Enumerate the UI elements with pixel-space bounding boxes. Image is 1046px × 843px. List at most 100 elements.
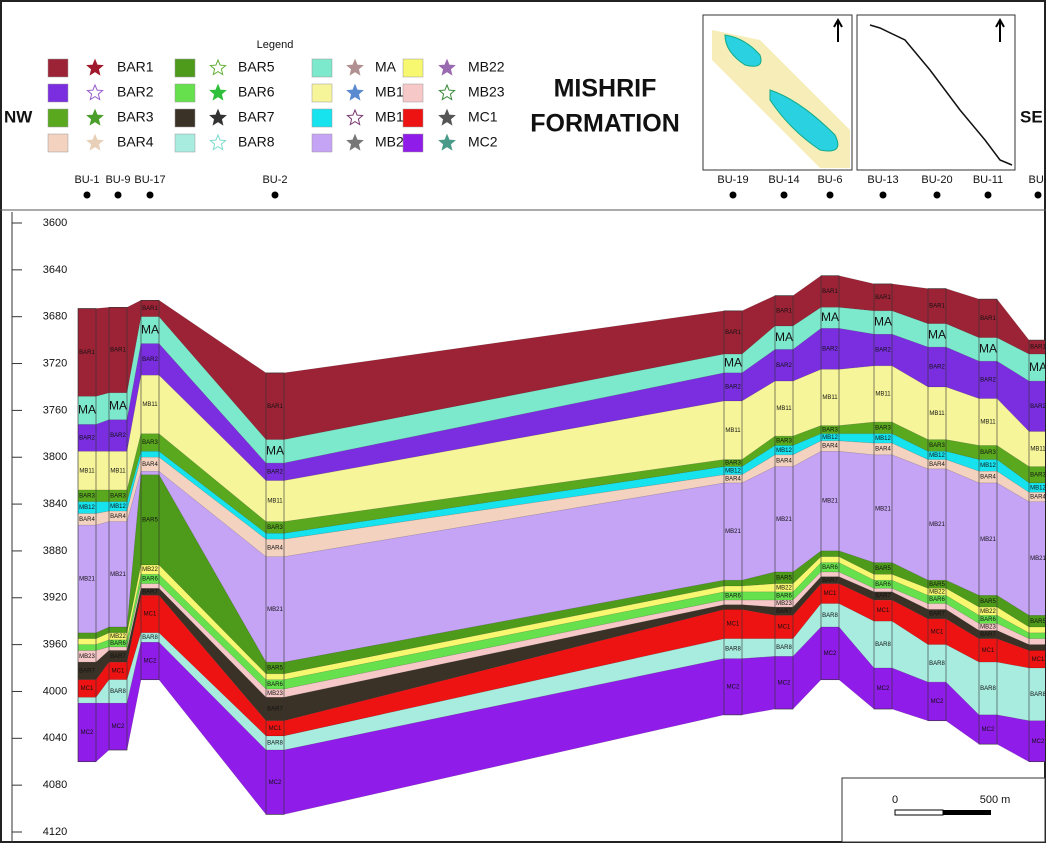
- well-label: BU-9: [105, 174, 130, 186]
- layer-label: BAR8: [1030, 692, 1046, 698]
- layer-label: BAR6: [929, 597, 945, 603]
- layer-label: MB21: [776, 517, 792, 523]
- well-column: [873, 283, 893, 710]
- layer-label: MB11: [929, 411, 945, 417]
- layer-label: MB23: [79, 654, 95, 660]
- axis-tick-label: 3880: [43, 545, 67, 557]
- layer-label: BAR6: [267, 682, 283, 688]
- layer-label: MB23: [776, 601, 792, 607]
- layer-label: MC2: [269, 780, 282, 786]
- layer-label: MC2: [778, 680, 791, 686]
- well-marker: [114, 191, 122, 199]
- layer-label: BAR7: [267, 707, 283, 713]
- well-label: BU-11: [973, 174, 1003, 186]
- legend-swatch: [47, 133, 69, 153]
- layer-label: MB11: [267, 499, 283, 505]
- layer-label: BAR6: [822, 565, 838, 571]
- layer-label: MB12: [776, 448, 792, 454]
- section: BAR1 MA BAR2 MB11 BAR3 MB12 BAR4 MB21 MB23 BAR7 MC…: [77, 275, 1046, 815]
- layer-label: BAR3: [776, 438, 792, 444]
- legend-swatch: [311, 83, 333, 103]
- scale-bar: [943, 810, 991, 815]
- legend-symbol: [86, 58, 104, 76]
- layer-label: MB12: [1030, 485, 1046, 491]
- layer-label: MB23: [980, 625, 996, 631]
- layer-label: BAR5: [267, 666, 283, 672]
- layer-label: MB21: [267, 607, 283, 613]
- layer-label: BAR3: [822, 427, 838, 433]
- legend-symbol: [86, 83, 104, 101]
- layer-label: MB12: [725, 468, 741, 474]
- layer-label: BAR5: [776, 575, 792, 581]
- layer-label: MB21: [1030, 556, 1046, 562]
- axis-tick-label: 4120: [43, 826, 67, 838]
- layer-label: MB12: [875, 436, 891, 442]
- layer-label: BAR1: [79, 350, 95, 356]
- axis-tick-label: 3920: [43, 592, 67, 604]
- layer-label: MC1: [112, 669, 125, 675]
- layer-label: MB21: [79, 577, 95, 583]
- layer-label: BAR6: [875, 582, 891, 588]
- layer-label: MC2: [1032, 739, 1045, 745]
- layer-label: MB12: [980, 463, 996, 469]
- well-column: [820, 275, 840, 681]
- legend-label: MB12: [375, 109, 412, 125]
- layer-label: MB12: [79, 505, 95, 511]
- layer-label: MC2: [982, 727, 995, 733]
- layer-label: BAR8: [776, 645, 792, 651]
- well-marker: [729, 191, 737, 199]
- layer-label: BAR6: [980, 617, 996, 623]
- layer-label: BAR4: [822, 444, 838, 450]
- layer-label: MA: [724, 356, 742, 370]
- axis-tick-label: 4040: [43, 732, 67, 744]
- layer-label: MC1: [1032, 657, 1045, 663]
- axis-tick-label: 4080: [43, 779, 67, 791]
- layer-label: MB21: [875, 506, 891, 512]
- layer-label: MC2: [144, 659, 157, 665]
- layer-label: MA: [874, 315, 892, 329]
- layer-label: MC1: [727, 622, 740, 628]
- layer-label: BAR8: [725, 646, 741, 652]
- layer-label: MB22: [142, 567, 158, 573]
- layer-label: MB22: [980, 609, 996, 615]
- well-marker: [780, 191, 788, 199]
- legend-swatch: [311, 133, 333, 153]
- layer-label: MB12: [929, 453, 945, 459]
- well-marker: [933, 191, 941, 199]
- layer-label: MC1: [982, 648, 995, 654]
- well-column: [140, 299, 160, 681]
- layer-label: BAR4: [776, 458, 792, 464]
- layer-label: BAR3: [929, 443, 945, 449]
- layer-label: BAR3: [110, 493, 126, 499]
- legend-symbol: [209, 58, 227, 76]
- layer-label: BAR4: [875, 447, 891, 453]
- legend-swatch: [47, 83, 69, 103]
- legend-symbol: [438, 83, 456, 101]
- axis-tick-label: 3800: [43, 451, 67, 463]
- layer-label: BAR3: [980, 450, 996, 456]
- layer-label: BAR1: [822, 289, 838, 295]
- legend-symbol: [209, 83, 227, 101]
- layer-label: BAR6: [776, 594, 792, 600]
- well-marker: [83, 191, 91, 199]
- axis-tick-label: 3720: [43, 357, 67, 369]
- well-column: [927, 288, 947, 722]
- layer-label: MC1: [931, 629, 944, 635]
- scale-label: 0: [892, 794, 898, 806]
- legend-symbol: [346, 108, 364, 126]
- layer-label: BAR6: [110, 641, 126, 647]
- layer-label: MB11: [1030, 447, 1046, 453]
- layer-label: BAR4: [1030, 495, 1046, 501]
- layer-label: MB22: [110, 634, 126, 640]
- layer-label: MA: [78, 403, 96, 417]
- layer-label: BAR2: [725, 385, 741, 391]
- legend-symbol: [346, 83, 364, 101]
- legend-symbol: [438, 133, 456, 151]
- layer-label: MA: [821, 310, 839, 324]
- layer-label: MC1: [81, 686, 94, 692]
- layer-label: BAR7: [142, 589, 158, 595]
- inset-map: [856, 14, 1016, 171]
- layer-label: BAR1: [110, 348, 126, 354]
- well-label: BU-14: [768, 174, 799, 186]
